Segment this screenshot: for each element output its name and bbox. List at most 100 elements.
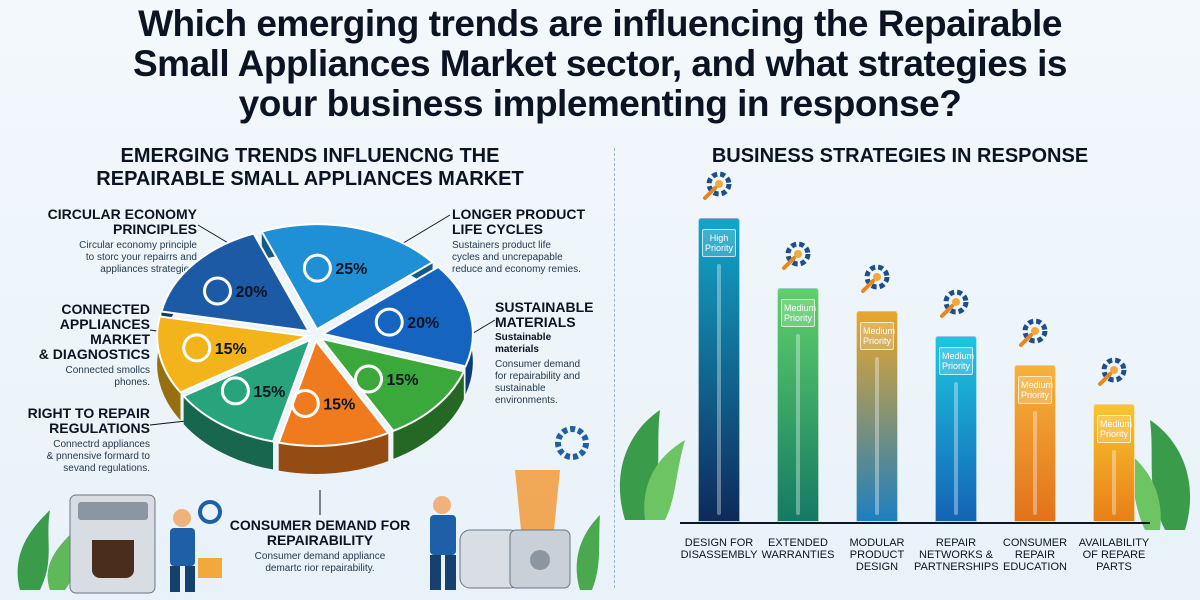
pie-value-label: 15% bbox=[386, 372, 418, 389]
main-title-line-1: Which emerging trends are influencing th… bbox=[138, 3, 1062, 44]
callout-sustainable-materials: SUSTAINABLE MATERIALS Sustainable material… bbox=[495, 300, 610, 407]
technician-icon bbox=[173, 509, 191, 527]
callout-description: Connected smollcs phones. bbox=[65, 365, 150, 388]
priority-badge: High Priority bbox=[702, 229, 736, 257]
gear-wrench-icon bbox=[857, 257, 897, 297]
recycle-icon bbox=[374, 307, 404, 337]
main-title-line-2: Small Appliances Market sector, and what… bbox=[133, 43, 1068, 84]
bar-glow bbox=[717, 264, 721, 515]
strategy-bar: Medium Priority bbox=[935, 336, 977, 522]
screwdriver-wrench-icon bbox=[778, 234, 818, 274]
priority-word: Priority bbox=[1100, 428, 1129, 439]
priority-level: High bbox=[709, 233, 729, 243]
repair-scene-right bbox=[430, 426, 600, 590]
callout-heading: CONNECTED APPLIANCES MARKET & DIAGNOSTICS bbox=[38, 301, 150, 362]
callout-right-to-repair: RIGHT TO REPAIR REGULATIONS Connectrd app… bbox=[0, 406, 150, 475]
technician-icon bbox=[433, 496, 451, 514]
gear-circle-icon bbox=[936, 282, 976, 322]
gear-cycle-icon bbox=[1094, 350, 1134, 390]
priority-word: Priority bbox=[863, 335, 892, 346]
bar-category-label: MODULAR PRODUCT DESIGN bbox=[849, 537, 905, 573]
main-title-line-3: your business implementing in response? bbox=[238, 83, 962, 124]
priority-level: Medium bbox=[942, 351, 975, 362]
priority-word: Priority bbox=[942, 361, 971, 372]
trends-title-line-1: EMERGING TRENDS INFLUENCNG THE bbox=[120, 145, 500, 167]
wrench-screwdriver-icon bbox=[699, 164, 739, 204]
pie-slice bbox=[260, 223, 435, 331]
strategies-bar-chart: High Priority Medium Priority Medium Priority… bbox=[660, 171, 1150, 530]
pie-svg: 25% 20% 15% 15% 15% 15% 20% bbox=[156, 223, 474, 474]
priority-word: Priority bbox=[784, 313, 813, 324]
gear-icon bbox=[198, 500, 222, 524]
strategy-bar: Medium Priority bbox=[856, 310, 898, 522]
pie-slice bbox=[277, 338, 390, 447]
callout-description: Consumer demand for repairability and sust… bbox=[495, 359, 581, 406]
leaf-icon bbox=[354, 364, 384, 394]
strategy-bar: Medium Priority bbox=[1093, 403, 1135, 522]
callout-longer-life-cycles: LONGER PRODUCT LIFE CYCLES Sustainers pro… bbox=[452, 207, 627, 276]
gear-cycle-icon bbox=[302, 253, 332, 283]
repair-scene-left bbox=[17, 494, 222, 594]
pie-slice bbox=[318, 337, 466, 433]
strategy-bar: Medium Priority bbox=[777, 288, 819, 522]
bar-category-label: AVAILABILITY OF REPARE PARTS bbox=[1078, 537, 1150, 573]
callout-description: Sustainers product life cycles and uncrep… bbox=[452, 240, 581, 275]
touch-gear-icon bbox=[182, 333, 212, 363]
callout-description: Connectrd appliances & pnnensive formard … bbox=[46, 439, 150, 474]
bar-glow bbox=[954, 382, 958, 515]
pie-value-label: 25% bbox=[335, 261, 367, 278]
bar-glow bbox=[796, 334, 800, 515]
trends-title-line-2: REPAIRABLE SMALL APPLIANCES MARKET bbox=[96, 168, 524, 190]
bar-category-label: REPAIR NETWORKS & PARTNERSHIPS bbox=[914, 537, 999, 573]
pie-slice-side bbox=[183, 396, 273, 470]
pie-slice-side bbox=[393, 371, 464, 459]
pie-value-label: 20% bbox=[235, 284, 267, 301]
bar-category-label: EXTENDED WARRANTIES bbox=[761, 537, 835, 561]
priority-word: Priority bbox=[1021, 390, 1050, 401]
priority-level: Medium bbox=[784, 303, 817, 314]
callout-heading: SUSTAINABLE MATERIALS bbox=[495, 299, 594, 330]
bar-glow bbox=[875, 356, 879, 515]
pie-slice bbox=[320, 265, 474, 368]
pie-slice-side bbox=[157, 316, 181, 421]
priority-badge: Medium Priority bbox=[1018, 376, 1054, 405]
callout-connected-appliances: CONNECTED APPLIANCES MARKET & DIAGNOSTICS C… bbox=[0, 302, 150, 389]
pie-slice bbox=[160, 232, 311, 333]
hands-gear-icon bbox=[1015, 311, 1055, 351]
pie-slice-side bbox=[278, 432, 389, 474]
tools-icon bbox=[290, 388, 320, 418]
callout-circular-economy: CIRCULAR ECONOMY PRINCIPLES Circular econ… bbox=[22, 207, 197, 276]
strategies-section-title: BUSINESS STRATEGIES IN RESPONSE bbox=[711, 145, 1089, 167]
callout-heading: RIGHT TO REPAIR REGULATIONS bbox=[27, 405, 150, 436]
callout-heading: CONSUMER DEMAND FOR REPAIRABILITY bbox=[229, 517, 411, 548]
bar-category-label: CONSUMER REPAIR EDUCATION bbox=[1002, 537, 1068, 573]
strategy-bar: High Priority bbox=[698, 218, 740, 522]
callout-description: Circular economy principle to storc your … bbox=[79, 240, 197, 275]
callout-description: Consumer demand appliance demartc rior re… bbox=[254, 551, 386, 574]
priority-badge: Medium Priority bbox=[860, 321, 896, 350]
priority-badge: Medium Priority bbox=[939, 347, 975, 376]
pie-value-label: 15% bbox=[253, 384, 285, 401]
leaf-icon bbox=[619, 410, 685, 520]
gear-icon bbox=[220, 376, 250, 406]
pie-value-label: 20% bbox=[407, 315, 439, 332]
pie-value-label: 15% bbox=[215, 341, 247, 358]
priority-level: Medium bbox=[863, 325, 896, 336]
bar-category-label: DESIGN FOR DISASSEMBLY bbox=[680, 537, 758, 561]
section-divider bbox=[614, 148, 615, 588]
phone-icon bbox=[202, 276, 232, 306]
callout-heading: LONGER PRODUCT LIFE CYCLES bbox=[452, 206, 585, 237]
gear-icon bbox=[555, 426, 589, 460]
blender-icon bbox=[515, 470, 560, 530]
trends-pie-chart: 25% 20% 15% 15% 15% 15% 20% bbox=[150, 205, 480, 495]
pie-value-label: 15% bbox=[323, 396, 355, 413]
priority-badge: Medium Priority bbox=[1097, 414, 1133, 443]
callout-subheading: Sustainable materials bbox=[495, 332, 552, 355]
priority-word: Priority bbox=[705, 243, 734, 253]
priority-level: Medium bbox=[1100, 418, 1133, 429]
priority-level: Medium bbox=[1021, 380, 1054, 391]
trends-section-title: EMERGING TRENDS INFLUENCNG THE REPAIRABL… bbox=[40, 145, 580, 191]
leaf-icon bbox=[17, 510, 50, 590]
callout-consumer-demand: CONSUMER DEMAND FOR REPAIRABILITY Consume… bbox=[215, 518, 425, 575]
main-title: Which emerging trends are influencing th… bbox=[0, 4, 1200, 124]
